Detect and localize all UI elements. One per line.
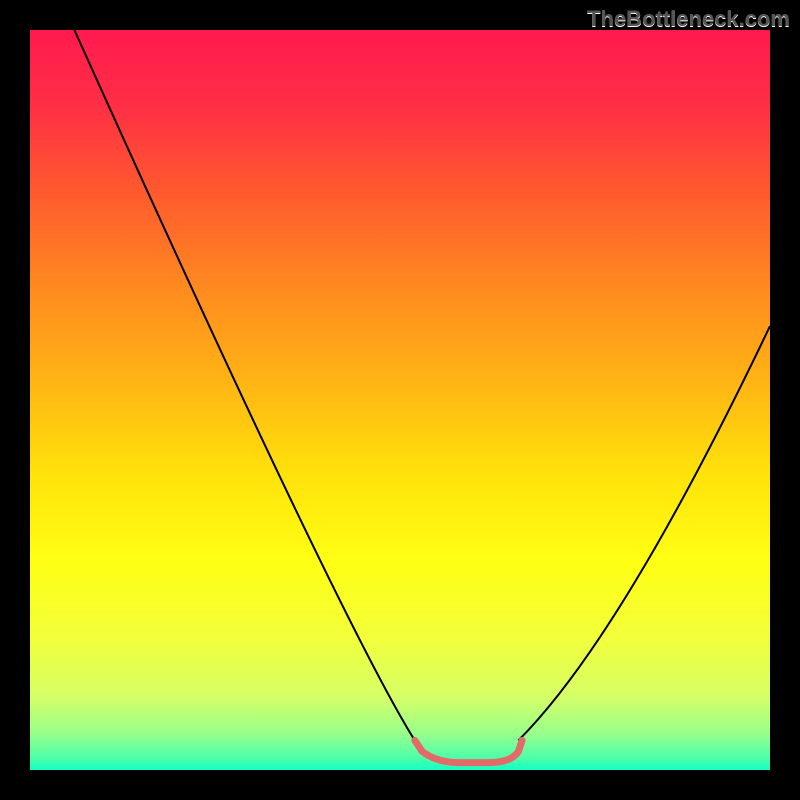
plot-background: [30, 30, 770, 770]
gradient-fill: [30, 30, 770, 770]
watermark-label: TheBottleneck.com: [587, 6, 790, 32]
chart-frame: TheBottleneck.com: [0, 0, 800, 800]
